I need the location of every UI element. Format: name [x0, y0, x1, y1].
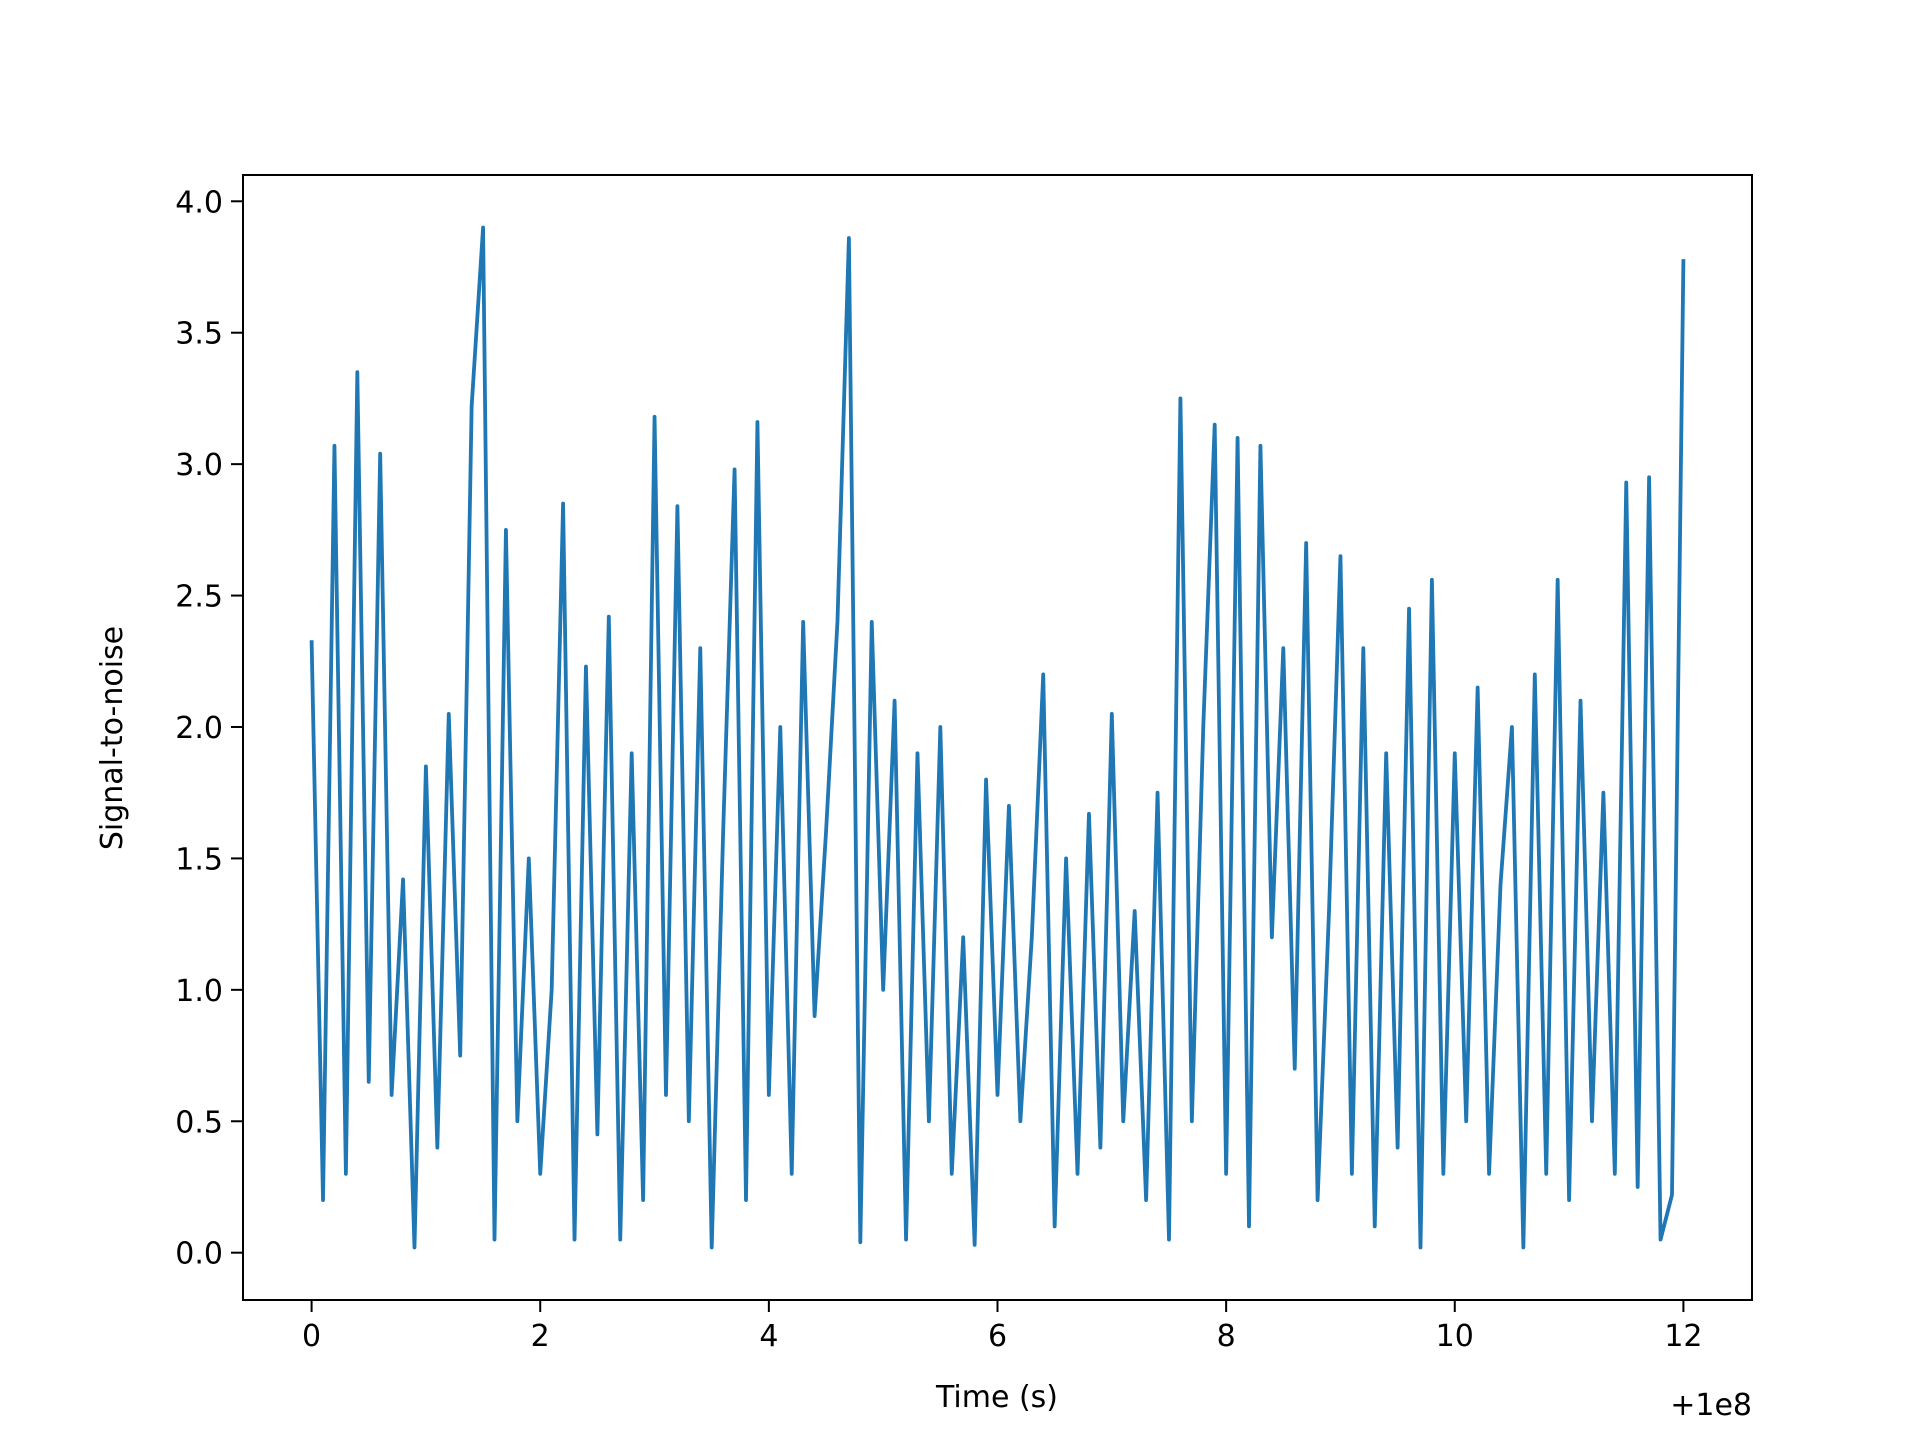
x-offset-label: +1e8: [1670, 1388, 1752, 1423]
x-tick-label: 8: [1217, 1319, 1236, 1354]
y-tick-label: 4.0: [175, 185, 223, 220]
y-tick-label: 1.5: [175, 842, 223, 877]
x-axis-label: Time (s): [935, 1380, 1058, 1415]
x-tick-label: 0: [302, 1319, 321, 1354]
x-tick-label: 4: [759, 1319, 778, 1354]
y-tick-label: 2.5: [175, 580, 223, 615]
x-tick-label: 12: [1664, 1319, 1702, 1354]
y-tick-label: 3.0: [175, 448, 223, 483]
y-tick-label: 1.0: [175, 974, 223, 1009]
y-tick-label: 3.5: [175, 317, 223, 352]
line: [309, 225, 1686, 1250]
y-tick-label: 0.5: [175, 1105, 223, 1140]
y-tick-label: 2.0: [175, 711, 223, 746]
x-tick-label: 10: [1436, 1319, 1474, 1354]
y-axis-label: Signal-to-noise: [95, 626, 130, 850]
y-tick-label: 0.0: [175, 1237, 223, 1272]
x-tick-label: 6: [988, 1319, 1007, 1354]
x-tick-label: 2: [531, 1319, 550, 1354]
